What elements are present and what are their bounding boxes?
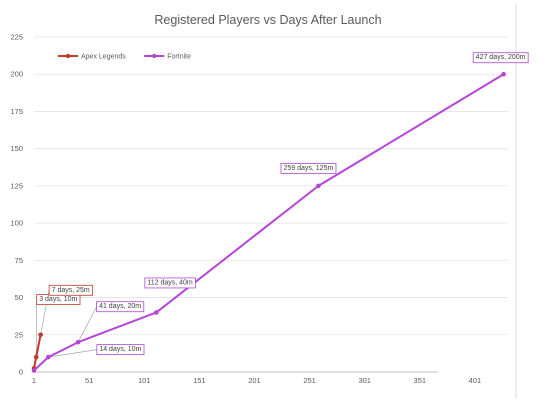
x-tick-label: 401	[469, 376, 482, 385]
chart-title: Registered Players vs Days After Launch	[154, 13, 381, 27]
y-tick-label: 25	[15, 330, 23, 339]
y-tick-label: 50	[15, 293, 23, 302]
data-label-box	[96, 301, 145, 313]
data-label-box	[280, 162, 337, 174]
y-tick-label: 175	[10, 107, 23, 116]
data-label-box	[96, 344, 145, 356]
data-label-leader	[35, 299, 38, 358]
x-tick-label: 351	[414, 376, 427, 385]
y-tick-label: 100	[10, 219, 23, 228]
data-label: 112 days, 40m	[147, 279, 193, 286]
x-tick-label: 201	[248, 376, 261, 385]
legend-marker	[152, 53, 157, 59]
x-tick-label: 1	[32, 376, 36, 385]
data-label: 3 days, 10m	[39, 296, 77, 303]
data-point	[33, 354, 39, 360]
series-layer	[31, 71, 506, 373]
x-tick-label: 251	[303, 376, 316, 385]
data-point	[38, 332, 43, 338]
x-tick-label: 301	[358, 376, 371, 385]
data-label-box	[144, 277, 196, 289]
data-point	[316, 183, 321, 189]
data-label-leader	[48, 349, 97, 358]
y-tick-label: 125	[10, 181, 23, 190]
data-point	[75, 339, 81, 345]
data-point	[46, 354, 51, 360]
data-point	[501, 71, 506, 77]
x-tick-label: 151	[193, 376, 206, 385]
y-tick-label: 225	[10, 33, 23, 42]
x-tick-label: 51	[85, 376, 93, 385]
annotation-layer: 3 days, 10m 7 days, 25m 14 days, 10m 41 day…	[36, 52, 529, 356]
data-point	[154, 310, 159, 315]
data-label: 427 days, 200m	[476, 54, 526, 61]
legend-label: Fortnite	[167, 54, 191, 61]
data-label-box	[472, 52, 529, 64]
y-tick-label: 75	[15, 256, 23, 265]
y-tick-label: 0	[19, 368, 23, 377]
legend-label: Apex Legends	[81, 54, 126, 61]
data-label-leader	[77, 306, 97, 343]
data-label: 14 days, 10m	[99, 346, 141, 353]
data-label-box	[48, 284, 93, 296]
legend-marker	[65, 53, 71, 59]
data-label: 7 days, 25m	[52, 287, 90, 294]
data-label: 259 days, 125m	[283, 165, 333, 172]
x-tick-label: 101	[138, 376, 151, 385]
data-point	[31, 368, 37, 373]
y-tick-label: 150	[10, 144, 23, 153]
legend: Apex Legends Fortnite	[58, 54, 191, 61]
series-line-fortnite	[33, 73, 505, 372]
y-tick-label: 200	[10, 70, 23, 79]
data-label: 41 days, 20m	[99, 303, 141, 310]
leader-layer	[35, 290, 97, 358]
